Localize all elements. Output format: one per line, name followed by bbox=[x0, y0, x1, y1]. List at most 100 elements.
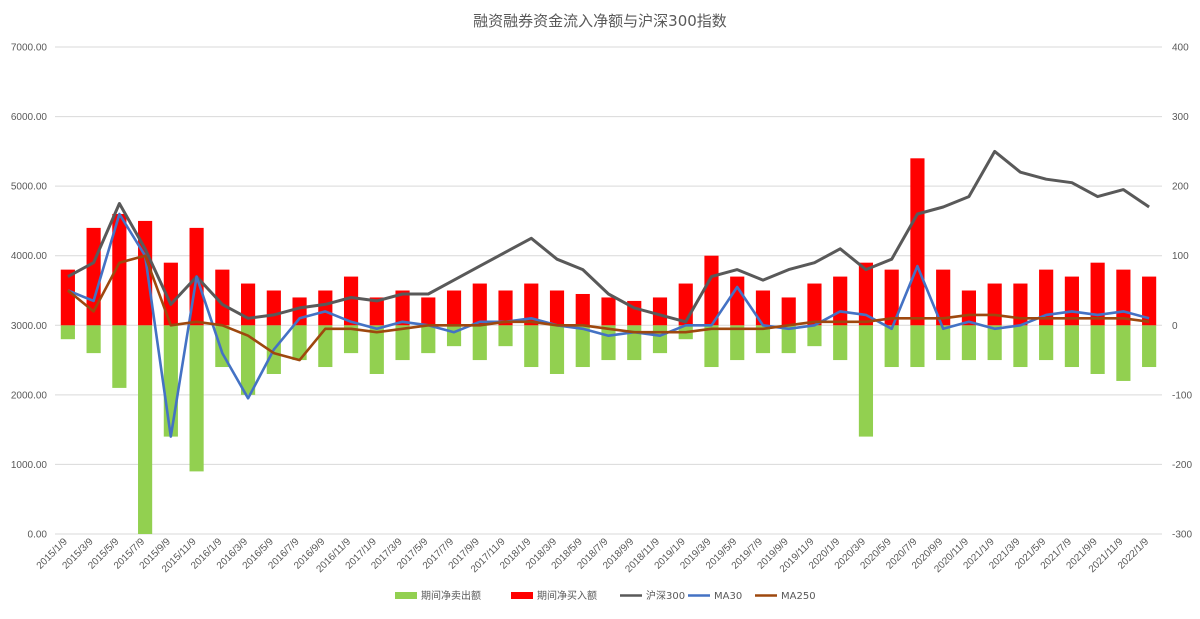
legend-swatch bbox=[511, 592, 533, 599]
bar bbox=[1142, 325, 1157, 368]
bar bbox=[241, 325, 256, 395]
left-tick-label: 1000.00 bbox=[11, 460, 48, 471]
bar bbox=[215, 269, 230, 326]
legend-swatch bbox=[395, 592, 417, 599]
bar bbox=[421, 325, 436, 354]
legend-label: 期间净买入额 bbox=[537, 589, 597, 602]
left-tick-label: 5000.00 bbox=[11, 182, 48, 193]
bar bbox=[781, 325, 796, 354]
bar bbox=[601, 297, 616, 326]
bar bbox=[884, 325, 899, 368]
left-tick-label: 4000.00 bbox=[11, 251, 48, 262]
bar bbox=[858, 325, 874, 437]
bar bbox=[884, 269, 899, 326]
bar bbox=[1116, 325, 1131, 381]
bar bbox=[1090, 325, 1105, 374]
bar bbox=[781, 297, 796, 326]
bar bbox=[60, 325, 75, 340]
left-tick-label: 7000.00 bbox=[11, 43, 48, 54]
right-tick-label: 400 bbox=[1172, 43, 1189, 54]
bar bbox=[575, 325, 590, 368]
right-tick-label: -200 bbox=[1172, 460, 1192, 471]
right-tick-label: 0 bbox=[1172, 321, 1178, 332]
bar bbox=[755, 290, 771, 326]
bar bbox=[86, 325, 101, 354]
bar bbox=[1064, 325, 1079, 368]
bar bbox=[215, 325, 230, 368]
bar bbox=[807, 283, 822, 326]
bar bbox=[343, 276, 359, 326]
bar bbox=[1090, 262, 1105, 326]
bar bbox=[318, 325, 333, 368]
bar bbox=[472, 283, 487, 326]
bar bbox=[936, 269, 951, 326]
legend-label: 沪深300 bbox=[646, 589, 685, 602]
bar bbox=[421, 297, 436, 326]
gridlines bbox=[55, 46, 1162, 535]
bar bbox=[60, 269, 75, 326]
right-tick-label: 200 bbox=[1172, 182, 1189, 193]
bar bbox=[807, 325, 822, 347]
left-tick-label: 3000.00 bbox=[11, 321, 48, 332]
legend-label: MA250 bbox=[781, 591, 816, 602]
bar bbox=[730, 325, 745, 361]
legend: 期间净卖出额 期间净买入额 沪深300 MA30 MA250 bbox=[395, 589, 816, 602]
bar bbox=[369, 325, 384, 374]
bar bbox=[1116, 269, 1131, 326]
bar bbox=[755, 325, 771, 354]
bar bbox=[575, 293, 590, 326]
ma250-line bbox=[67, 254, 1150, 362]
legend-label: MA30 bbox=[714, 591, 742, 602]
line-series bbox=[67, 149, 1150, 438]
bar bbox=[961, 325, 976, 361]
bar bbox=[1013, 325, 1028, 368]
bar bbox=[704, 255, 719, 326]
bar bbox=[446, 325, 462, 347]
bar bbox=[138, 325, 153, 534]
hs300-line bbox=[67, 149, 1150, 324]
bar bbox=[936, 325, 951, 361]
bar bbox=[343, 325, 359, 354]
bar bbox=[524, 325, 539, 368]
bar bbox=[189, 325, 204, 472]
bar bbox=[498, 290, 513, 326]
bar bbox=[138, 220, 153, 326]
bar bbox=[987, 325, 1002, 361]
bar bbox=[1039, 269, 1054, 326]
bar bbox=[446, 290, 462, 326]
bar bbox=[652, 297, 668, 326]
right-tick-label: 100 bbox=[1172, 251, 1189, 262]
bar bbox=[112, 213, 127, 326]
bar bbox=[498, 325, 513, 347]
left-tick-label: 0.00 bbox=[28, 530, 48, 541]
bar bbox=[369, 297, 384, 326]
bar bbox=[292, 297, 307, 326]
bar bbox=[961, 290, 976, 326]
right-tick-label: 300 bbox=[1172, 112, 1189, 123]
bar bbox=[652, 325, 668, 354]
bar bbox=[730, 276, 745, 326]
bar bbox=[858, 262, 874, 326]
bar bbox=[910, 158, 925, 326]
bar bbox=[910, 325, 925, 368]
bar bbox=[833, 325, 848, 361]
bar bbox=[292, 325, 307, 361]
bar bbox=[524, 283, 539, 326]
ma30-line bbox=[67, 212, 1150, 438]
legend-label: 期间净卖出额 bbox=[421, 589, 481, 602]
bar bbox=[163, 262, 178, 326]
bar bbox=[1039, 325, 1054, 361]
bar bbox=[549, 290, 565, 326]
bar bbox=[549, 325, 565, 374]
bar bbox=[112, 325, 127, 388]
bar bbox=[1142, 276, 1157, 326]
bar bbox=[704, 325, 719, 368]
bar bbox=[833, 276, 848, 326]
bar bbox=[987, 283, 1002, 326]
bar bbox=[395, 325, 410, 361]
left-tick-label: 2000.00 bbox=[11, 390, 48, 401]
bar bbox=[266, 290, 281, 326]
left-tick-label: 6000.00 bbox=[11, 112, 48, 123]
